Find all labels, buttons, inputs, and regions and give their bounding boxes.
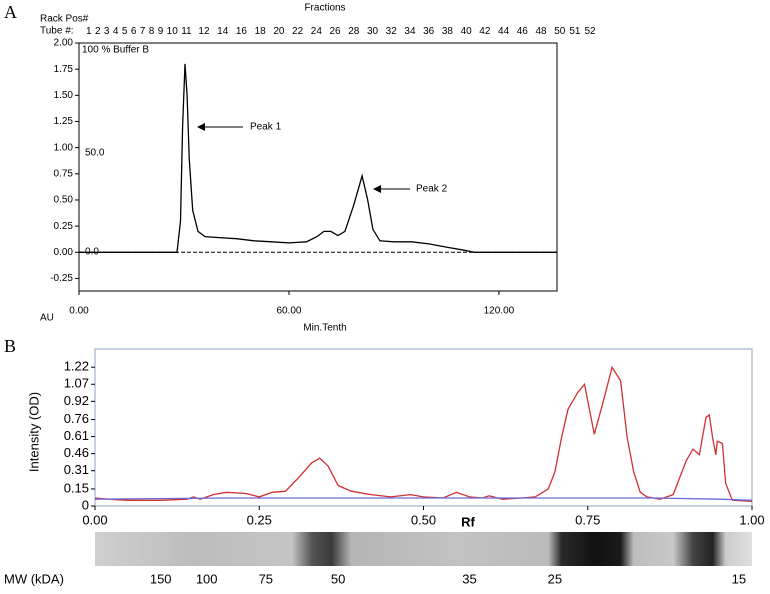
- y-axis-label: AU: [40, 313, 54, 324]
- y-tick-label: 1.75: [54, 64, 74, 75]
- tube-number: 10: [167, 26, 179, 37]
- tube-number: 7: [140, 26, 146, 37]
- tube-number: 18: [255, 26, 267, 37]
- annotation: Peak 2: [416, 184, 448, 195]
- y-tick-label: 0.75: [54, 168, 74, 179]
- x-axis-label: Min.Tenth: [303, 323, 346, 334]
- arrow-head: [373, 185, 381, 193]
- tube-number: 52: [584, 26, 596, 37]
- tube-number: 5: [122, 26, 128, 37]
- x-tick-label: 0.00: [82, 512, 107, 527]
- data-line: [94, 497, 753, 501]
- y-tick-label: -0.25: [50, 273, 73, 284]
- tube-number: 11: [181, 26, 192, 37]
- tube-number: 40: [461, 26, 473, 37]
- y-tick-label: 1.00: [54, 142, 74, 153]
- tube-number: 24: [311, 26, 323, 37]
- tube-number: 4: [113, 26, 119, 37]
- tube-number: 44: [498, 26, 510, 37]
- tube-number: 46: [517, 26, 529, 37]
- tube-number: 26: [330, 26, 342, 37]
- x-tick-label: 120.00: [484, 306, 515, 317]
- y-tick-label: 1.25: [54, 116, 74, 127]
- tube-number: 8: [149, 26, 155, 37]
- mw-label: 25: [548, 571, 562, 586]
- y-tick-label: 1.22: [64, 359, 89, 374]
- chart-title: Fractions: [304, 3, 345, 14]
- tube-number: 14: [217, 26, 229, 37]
- y-tick-label: 0.92: [64, 393, 89, 408]
- tube-number: 51: [569, 26, 581, 37]
- tube-number: 2: [95, 26, 101, 37]
- tube-number: 32: [386, 26, 398, 37]
- tube-number: 30: [367, 26, 379, 37]
- x-axis-label: Rf: [461, 514, 475, 529]
- x-tick-label: 1.00: [739, 512, 764, 527]
- mw-label: 100: [196, 571, 218, 586]
- annotation: Peak 1: [250, 122, 282, 133]
- tube-number: 28: [348, 26, 360, 37]
- y-tick-label: 0.46: [64, 445, 89, 460]
- tube-number: 9: [158, 26, 164, 37]
- tube-number: 20: [273, 26, 285, 37]
- tube-number: 16: [236, 26, 248, 37]
- mw-label: 150: [150, 571, 172, 586]
- buffer-label: 100 % Buffer B: [82, 45, 149, 56]
- buffer-label: 50.0: [85, 148, 105, 159]
- y-tick-label: 0.15: [64, 480, 89, 495]
- tube-number: 38: [442, 26, 454, 37]
- mw-label: 50: [331, 571, 345, 586]
- x-tick-label: 0.75: [575, 512, 600, 527]
- rack-label: Rack Pos#: [40, 14, 89, 25]
- tube-number: 3: [104, 26, 110, 37]
- panel-label: A: [4, 2, 17, 22]
- x-tick-label: 0.50: [411, 512, 436, 527]
- y-tick-label: 1.50: [54, 90, 74, 101]
- y-tick-label: 0: [82, 497, 89, 512]
- mw-label: 75: [259, 571, 273, 586]
- y-tick-label: 0.61: [64, 428, 89, 443]
- gel-strip: [95, 532, 752, 566]
- y-tick-label: 0.50: [54, 195, 74, 206]
- plot-frame: [78, 42, 558, 292]
- data-line: [79, 63, 557, 253]
- y-axis-label: Intensity (OD): [26, 392, 41, 472]
- tube-number: 42: [479, 26, 491, 37]
- tube-number: 12: [198, 26, 210, 37]
- tube-number: 1: [86, 26, 92, 37]
- tube-number: 22: [292, 26, 304, 37]
- tube-number: 34: [404, 26, 416, 37]
- mw-label: 15: [732, 571, 746, 586]
- tube-numbers: 1 2 3 4 5 6 7 8 9 10 11 12 14 16 18 20 22 24 26 28 30 32 34 36 3…: [86, 26, 596, 37]
- panel-label: B: [4, 336, 16, 356]
- mw-title: MW (kDA): [4, 571, 64, 586]
- tube-number: 6: [131, 26, 137, 37]
- tube-label: Tube #:: [40, 26, 74, 37]
- y-tick-label: 0.76: [64, 411, 89, 426]
- data-line: [94, 365, 753, 503]
- y-tick-label: 0.31: [64, 462, 89, 477]
- plot-frame: [94, 348, 753, 507]
- x-tick-label: 60.00: [276, 306, 301, 317]
- x-tick-label: 0.00: [69, 306, 89, 317]
- arrow-head: [197, 123, 205, 131]
- tube-number: 36: [423, 26, 435, 37]
- mw-label: 35: [462, 571, 476, 586]
- y-tick-label: 0.25: [54, 221, 74, 232]
- x-tick-label: 0.25: [247, 512, 272, 527]
- tube-number: 48: [535, 26, 547, 37]
- y-tick-label: 2.00: [54, 38, 74, 49]
- y-tick-label: 0.00: [54, 247, 74, 258]
- y-tick-label: 1.07: [64, 376, 89, 391]
- tube-number: 50: [554, 26, 566, 37]
